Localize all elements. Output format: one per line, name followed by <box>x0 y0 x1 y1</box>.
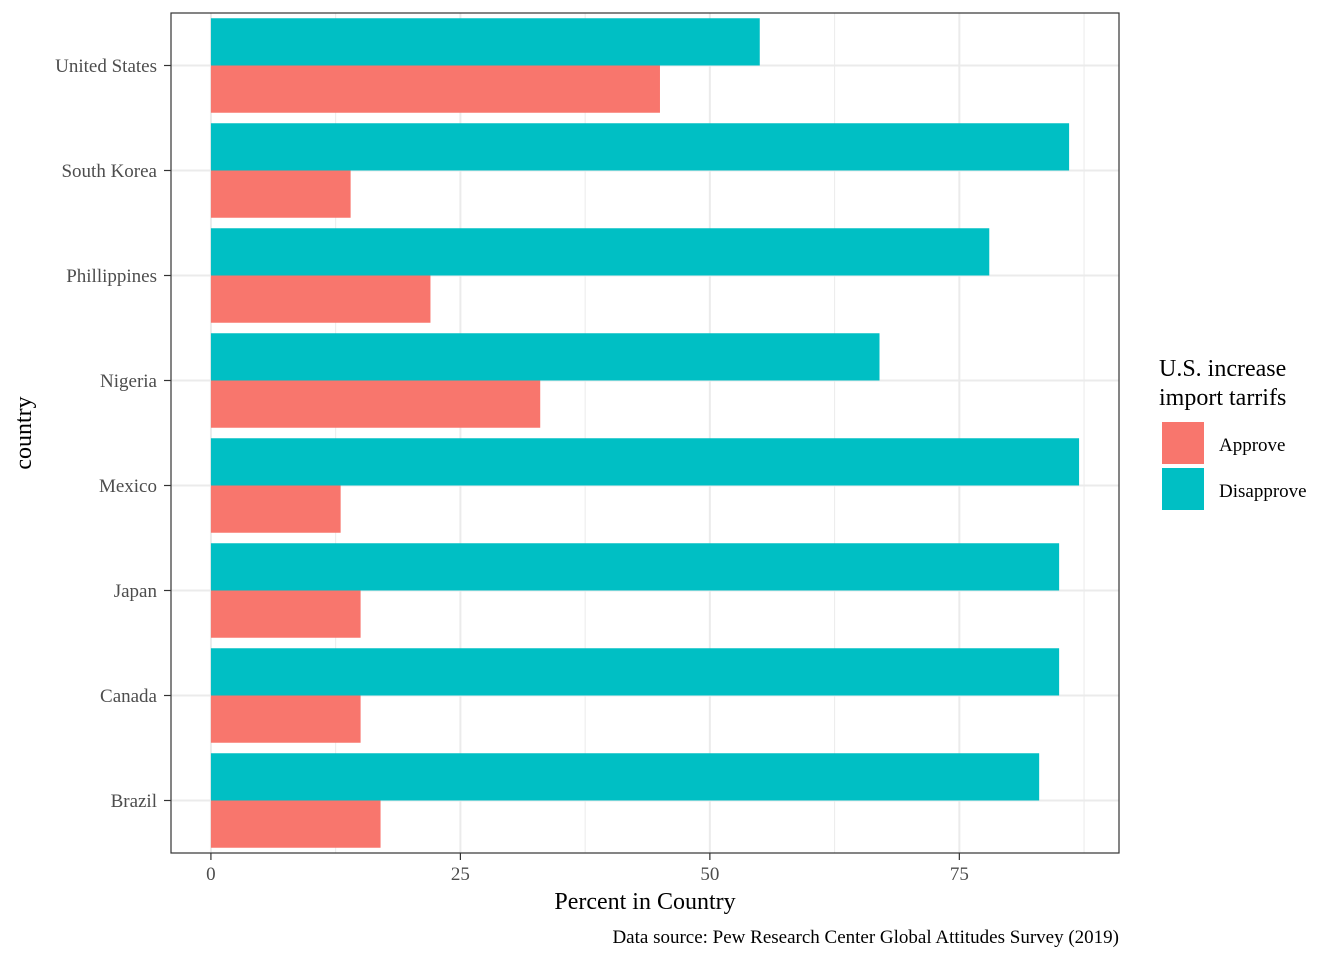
axes: United States South Korea Phillippines Nige… <box>55 56 969 885</box>
bar-disapprove <box>210 18 760 66</box>
bar-disapprove <box>210 333 880 381</box>
bar-approve <box>210 800 381 848</box>
x-tick-label: 50 <box>700 864 719 885</box>
bars <box>210 18 1080 848</box>
legend-key-approve <box>1162 422 1204 464</box>
bar-disapprove <box>210 123 1070 171</box>
caption: Data source: Pew Research Center Global … <box>612 927 1119 948</box>
bar-approve <box>210 695 361 743</box>
x-tick-label: 0 <box>206 864 216 885</box>
y-tick-label: Phillippines <box>66 266 157 287</box>
y-tick-label: Japan <box>114 581 158 602</box>
bar-disapprove <box>210 228 990 276</box>
bar-approve <box>210 275 431 323</box>
y-tick-label: Mexico <box>99 476 157 497</box>
x-tick-label: 25 <box>451 864 470 885</box>
panel-border <box>170 12 1120 854</box>
legend-title-line-1: U.S. increase <box>1159 356 1286 382</box>
y-tick-label: South Korea <box>61 161 157 182</box>
bar-disapprove <box>210 543 1060 591</box>
legend-title-line-2: import tarrifs <box>1159 385 1286 411</box>
legend-label-approve: Approve <box>1219 435 1285 456</box>
bar-approve <box>210 170 351 218</box>
bar-approve <box>210 590 361 638</box>
legend-key-disapprove <box>1162 468 1204 510</box>
y-tick-label: United States <box>55 56 157 77</box>
x-axis-title: Percent in Country <box>554 889 735 915</box>
y-tick-label: Canada <box>100 686 158 707</box>
bar-approve <box>210 380 541 428</box>
bar-disapprove <box>210 438 1080 486</box>
y-tick-label: Nigeria <box>100 371 158 392</box>
bar-approve <box>210 485 341 533</box>
legend-label-disapprove: Disapprove <box>1219 481 1307 502</box>
legend: U.S. increase import tarrifs Approve Dis… <box>1159 356 1307 510</box>
bar-disapprove <box>210 753 1040 801</box>
bar-disapprove <box>210 648 1060 696</box>
x-tick-label: 75 <box>950 864 969 885</box>
y-axis-title: country <box>11 396 37 469</box>
y-tick-label: Brazil <box>111 791 157 812</box>
bar-approve <box>210 65 660 113</box>
